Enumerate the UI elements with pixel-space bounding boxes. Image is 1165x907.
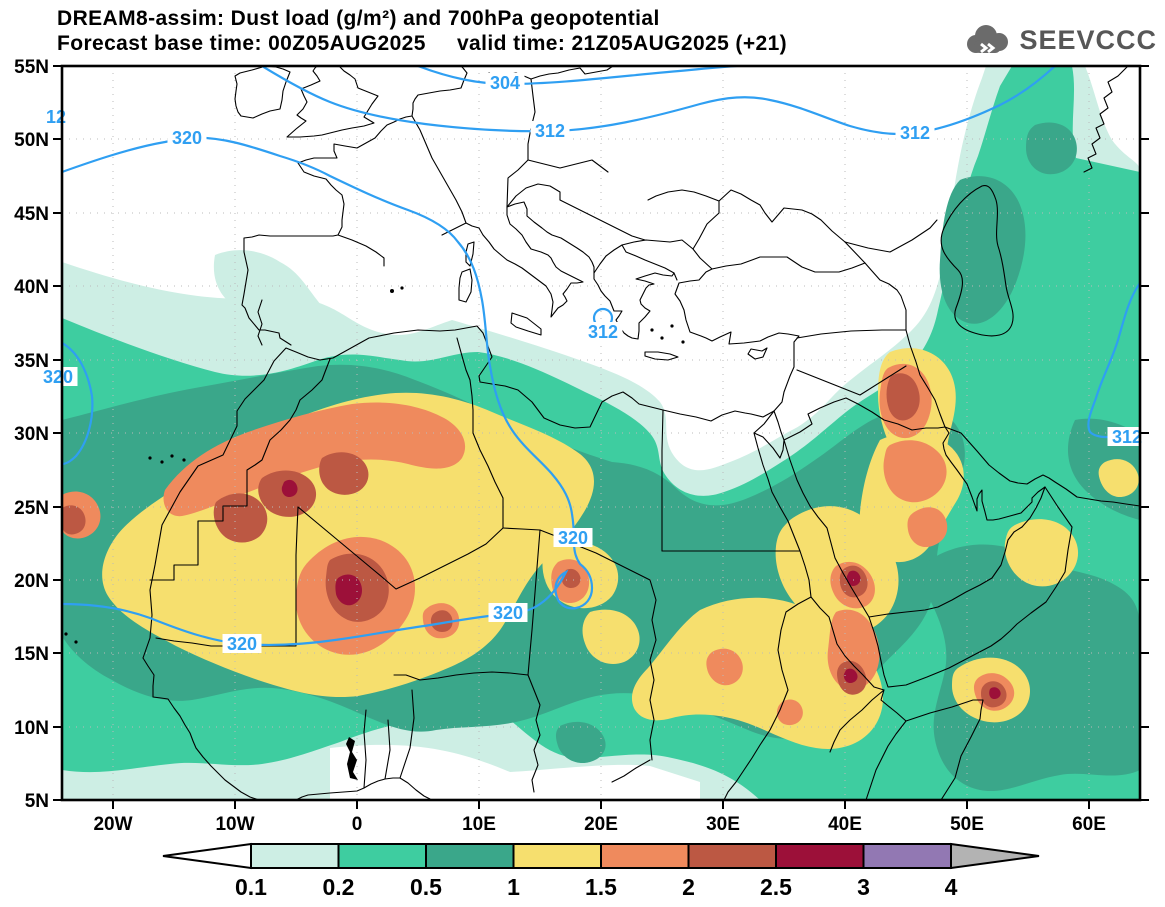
colorbar-tick-label: 0.5: [410, 874, 442, 900]
lat-tick-label: 45N: [14, 204, 49, 225]
colorbar-segment: [512, 843, 602, 869]
contour-label-box: [167, 128, 207, 147]
contour-value-label: 320: [172, 128, 202, 148]
contour-label-box: [222, 634, 262, 653]
lat-tick-label: 30N: [14, 424, 49, 445]
graticule-layer: [62, 66, 1140, 800]
lat-tick-label: 35N: [14, 351, 49, 372]
lon-tick-label: 10E: [462, 814, 496, 835]
colorbar-below-min-arrow: [162, 842, 252, 870]
contour-value-label: 320: [558, 528, 588, 548]
lat-tick-label: 40N: [14, 277, 49, 298]
contour-label-box: [38, 367, 78, 386]
contour-label-box: [488, 603, 528, 622]
logo-text: SEEVCCC: [1019, 24, 1157, 55]
colorbar-segment: [337, 843, 427, 869]
dust-free-gaps: [330, 190, 868, 800]
colorbar-legend: 0.1 0.2 0.5 1 1.5 2 2.5 3 4: [162, 842, 1040, 900]
lon-tick-label: 0: [352, 814, 363, 835]
contour-320-west-arc: [62, 341, 94, 466]
axis-ticks: [53, 65, 1149, 809]
colorbar-tick-label: 4: [945, 874, 958, 900]
colorbar-segment: [687, 843, 777, 869]
contour-label-box: [485, 73, 525, 92]
colorbar-segment: [600, 843, 690, 869]
lon-tick-label: 20E: [584, 814, 618, 835]
colorbar-segment: [775, 843, 865, 869]
contour-label-box: [530, 121, 570, 140]
lon-tick-label: 20W: [93, 814, 132, 835]
lat-tick-label: 25N: [14, 498, 49, 519]
colorbar-tick-label: 3: [857, 874, 870, 900]
colorbar-tick-label: 2: [682, 874, 695, 900]
colorbar-segment: [862, 843, 952, 869]
colorbar-tick-label: 0.1: [235, 874, 267, 900]
colorbar-segment: [250, 843, 340, 869]
contour-value-label: 320: [227, 634, 257, 654]
lat-tick-label: 5N: [25, 791, 49, 812]
lat-tick-label: 50N: [14, 130, 49, 151]
lon-tick-label: 40E: [828, 814, 862, 835]
figure-title: DREAM8-assim: Dust load (g/m²) and 700hP…: [57, 7, 660, 30]
lat-tick-label: 55N: [14, 57, 49, 78]
lon-tick-label: 10W: [215, 814, 254, 835]
colorbar-tick-label: 2.5: [760, 874, 792, 900]
lon-tick-label: 60E: [1072, 814, 1106, 835]
lat-tick-label: 10N: [14, 718, 49, 739]
dust-level-2.5: [281, 479, 1001, 699]
colorbar-tick-label: 1: [507, 874, 520, 900]
lat-tick-label: 20N: [14, 571, 49, 592]
contour-label-box: [1107, 427, 1147, 446]
contour-value-label: 312: [900, 123, 930, 143]
contour-value-label: 312: [1112, 427, 1142, 447]
lat-tick-label: 15N: [14, 644, 49, 665]
contour-value-label: 304: [490, 73, 520, 93]
lon-tick-label: 30E: [706, 814, 740, 835]
contour-value-label: 312: [535, 121, 565, 141]
colorbar-tick-label: 1.5: [585, 874, 617, 900]
contour-label-box: [553, 528, 593, 547]
small-islands: [64, 286, 685, 780]
colorbar-segment: [425, 843, 515, 869]
cloud-icon: [967, 25, 1009, 54]
contour-value-label: 312: [588, 322, 618, 342]
seevccc-logo: SEEVCCC: [961, 22, 1157, 58]
contour-value-label: 320: [493, 603, 523, 623]
contour-label-box: [583, 322, 623, 341]
contour-value-label: 320: [43, 367, 73, 387]
title-block: DREAM8-assim: Dust load (g/m²) and 700hP…: [57, 6, 787, 56]
colorbar-tick-label: 0.2: [323, 874, 355, 900]
axis-labels: 55N 50N 45N 40N 35N 30N 25N 20N 15N 10N 5N 20W 10W 0 1…: [14, 57, 1106, 835]
lon-tick-label: 50E: [950, 814, 984, 835]
contour-label-box: [895, 123, 935, 142]
colorbar-above-max-arrow: [950, 842, 1040, 870]
contour-312-north: [260, 66, 1057, 136]
contour-304: [416, 66, 751, 86]
figure-subtitle: Forecast base time: 00Z05AUG2025 valid t…: [57, 32, 788, 55]
